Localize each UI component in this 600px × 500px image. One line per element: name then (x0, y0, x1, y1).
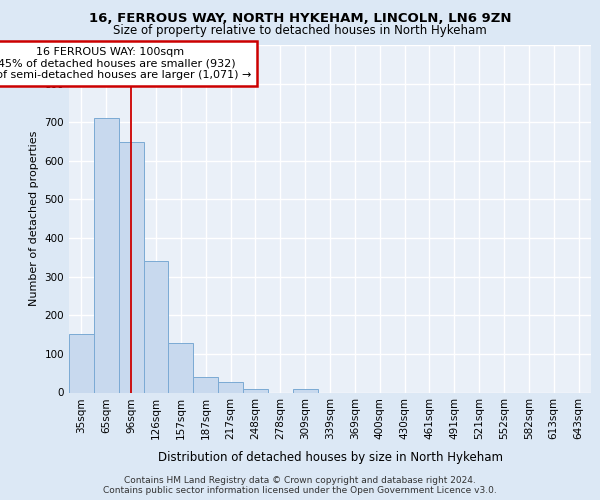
X-axis label: Distribution of detached houses by size in North Hykeham: Distribution of detached houses by size … (157, 450, 503, 464)
Text: Size of property relative to detached houses in North Hykeham: Size of property relative to detached ho… (113, 24, 487, 37)
Bar (119, 142, 143, 392)
Bar (69, 334, 94, 392)
Text: Contains HM Land Registry data © Crown copyright and database right 2024.: Contains HM Land Registry data © Crown c… (124, 476, 476, 485)
Bar (193, 377, 218, 392)
Bar (169, 343, 193, 392)
Text: 16 FERROUS WAY: 100sqm
← 45% of detached houses are smaller (932)
52% of semi-de: 16 FERROUS WAY: 100sqm ← 45% of detached… (0, 47, 252, 80)
Y-axis label: Number of detached properties: Number of detached properties (29, 131, 39, 306)
Text: 16, FERROUS WAY, NORTH HYKEHAM, LINCOLN, LN6 9ZN: 16, FERROUS WAY, NORTH HYKEHAM, LINCOLN,… (89, 12, 511, 26)
Bar (293, 390, 317, 392)
Bar (243, 388, 268, 392)
Bar (143, 261, 169, 392)
Text: Contains public sector information licensed under the Open Government Licence v3: Contains public sector information licen… (103, 486, 497, 495)
Bar (218, 382, 243, 392)
Bar (94, 118, 119, 392)
